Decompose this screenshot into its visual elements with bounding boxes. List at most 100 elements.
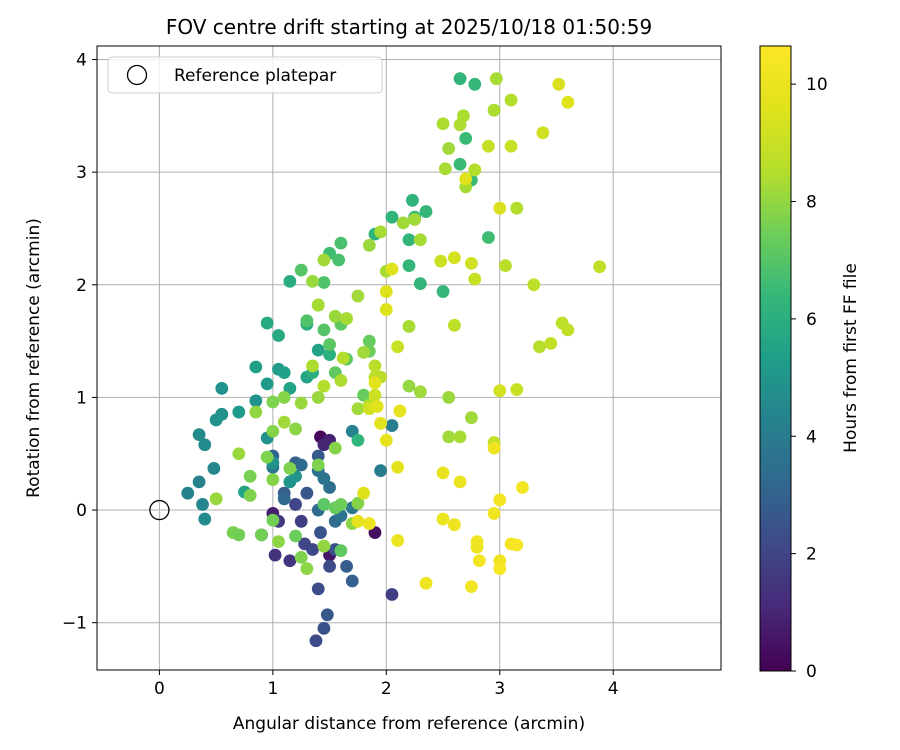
scatter-point <box>336 351 350 365</box>
scatter-point <box>323 559 336 573</box>
scatter-point <box>453 157 467 171</box>
scatter-point <box>334 498 348 511</box>
scatter-point <box>413 277 427 291</box>
y-tick-label: 2 <box>76 276 87 296</box>
scatter-point <box>294 514 308 528</box>
legend-marker-open-circle <box>126 64 148 86</box>
scatter-point <box>340 559 353 573</box>
x-axis-label: Angular distance from reference (arcmin) <box>233 714 585 734</box>
scatter-point <box>436 512 450 526</box>
colorbar-ticks: 0 2 4 6 8 10 <box>791 75 828 682</box>
scatter-point <box>215 382 229 395</box>
y-tick-label: −1 <box>62 614 87 634</box>
scatter-point <box>391 534 405 547</box>
colorbar: 0 2 4 6 8 10 Hours from first FF file <box>759 45 861 682</box>
scatter-point <box>311 449 325 463</box>
scatter-point <box>207 461 221 475</box>
scatter-point <box>300 486 314 500</box>
scatter-point <box>300 314 314 328</box>
x-tick-label: 3 <box>494 679 505 699</box>
scatter-point <box>368 359 382 373</box>
scatter-point <box>510 201 524 215</box>
scatter-point <box>283 275 297 288</box>
scatter-point <box>266 513 280 527</box>
scatter-point <box>468 77 482 91</box>
scatter-point <box>374 416 388 430</box>
scatter-point <box>402 320 416 333</box>
scatter-point <box>260 377 274 391</box>
scatter-point <box>314 526 327 539</box>
scatter-point <box>334 374 348 387</box>
scatter-point <box>468 272 482 286</box>
scatter-point <box>192 428 206 441</box>
legend-label: Reference platepar <box>174 66 336 86</box>
scatter-point <box>374 464 388 478</box>
scatter-point <box>413 233 427 247</box>
scatter-point <box>408 213 422 226</box>
scatter-point <box>472 554 486 568</box>
scatter-point <box>317 438 331 452</box>
scatter-point <box>368 388 382 402</box>
scatter-point <box>277 391 291 404</box>
scatter-point <box>442 391 456 404</box>
scatter-point <box>311 582 325 596</box>
scatter-point <box>379 303 393 316</box>
scatter-point <box>489 72 503 86</box>
scatter-point <box>294 263 308 277</box>
x-tick-label: 2 <box>381 679 392 699</box>
scatter-point <box>311 458 325 472</box>
scatter-point <box>370 400 384 413</box>
scatter-point <box>544 336 558 350</box>
scatter-point <box>266 395 280 409</box>
scatter-point <box>351 402 365 416</box>
scatter-point <box>232 405 246 419</box>
scatter-point <box>413 385 427 399</box>
scatter-point <box>459 131 473 145</box>
scatter-point <box>552 77 566 91</box>
scatter-point <box>447 318 461 332</box>
scatter-point <box>379 433 393 447</box>
scatter-point <box>232 528 246 542</box>
scatter-point <box>504 139 518 153</box>
scatter-point <box>357 388 371 402</box>
y-tick-label: 1 <box>76 388 87 408</box>
scatter-point <box>493 201 507 215</box>
scatter-point <box>243 489 257 502</box>
scatter-point <box>317 379 331 393</box>
scatter-point <box>289 498 302 511</box>
scatter-point <box>277 415 291 429</box>
scatter-point <box>255 528 268 542</box>
scatter-point <box>294 550 308 564</box>
scatter-point <box>332 253 346 267</box>
colorbar-tick-label: 10 <box>806 75 828 95</box>
scatter-point <box>453 475 467 489</box>
colorbar-tick-label: 2 <box>806 545 817 565</box>
scatter-point <box>487 441 501 455</box>
x-tick-label: 0 <box>154 679 165 699</box>
scatter-point <box>493 493 507 507</box>
scatter-point <box>468 163 482 177</box>
legend-box <box>107 56 383 94</box>
scatter-point <box>419 576 433 590</box>
scatter-point <box>385 262 399 276</box>
scatter-point <box>306 359 319 373</box>
reference-platepar-marker <box>149 499 170 521</box>
scatter-point <box>289 529 302 543</box>
scatter-point <box>260 316 274 330</box>
colorbar-tick-label: 8 <box>806 193 817 213</box>
scatter-point <box>323 338 336 351</box>
scatter-point <box>465 580 478 594</box>
scatter-point <box>391 340 405 354</box>
x-tick-label: 4 <box>608 679 619 699</box>
scatter-point <box>306 275 319 288</box>
scatter-point <box>317 621 331 635</box>
scatter-point <box>470 535 484 548</box>
scatter-point <box>536 126 550 140</box>
scatter-point <box>368 376 382 390</box>
y-axis-ticks: −1 0 1 2 3 4 <box>62 51 97 634</box>
scatter-point <box>232 447 246 461</box>
colorbar-tick-label: 0 <box>806 662 817 682</box>
scatter-point <box>493 384 507 398</box>
scatter-point <box>385 210 399 224</box>
